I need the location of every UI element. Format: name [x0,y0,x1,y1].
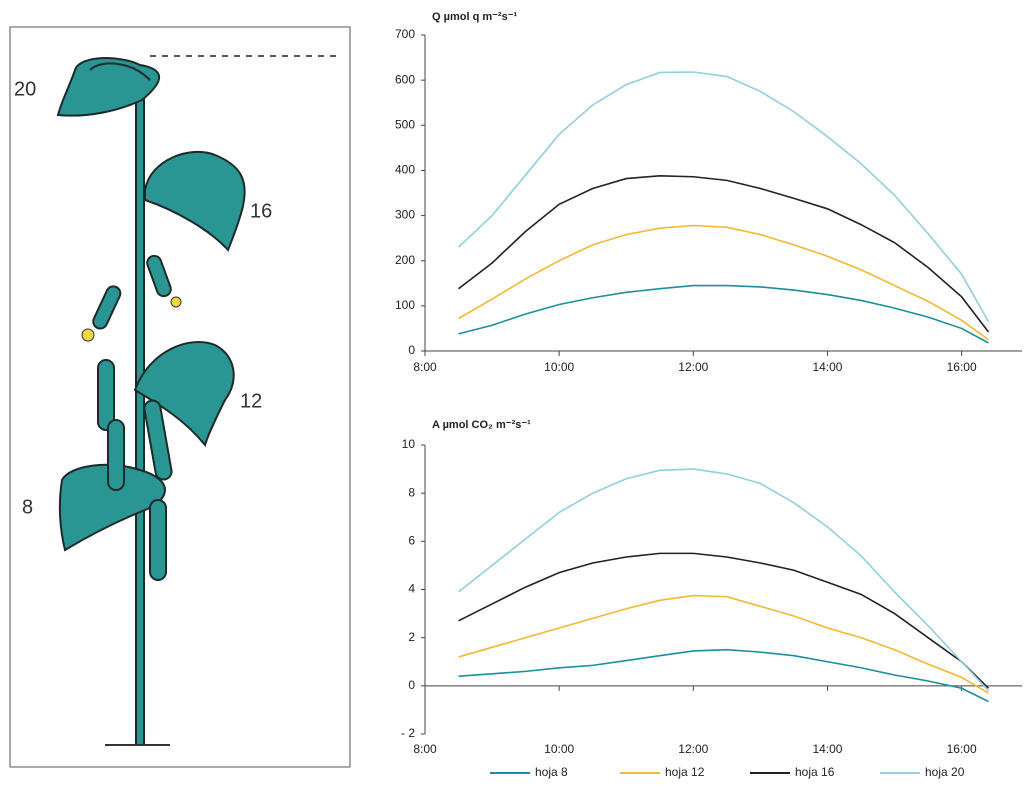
leaf-label: 8 [22,496,33,518]
y-tick-label: 700 [395,27,415,41]
fruit [92,285,122,330]
leaf [58,463,166,552]
y-tick-label: 400 [395,163,415,177]
x-tick-label: 12:00 [678,360,708,374]
leaf [144,150,246,252]
y-tick-label: 10 [402,437,416,451]
plant-illustration: 20 16 12 8 [9,26,351,768]
fruit [143,399,173,481]
chart-title: A µmol CO₂ m⁻²s⁻¹ [432,419,531,431]
leaf-vein [89,62,151,81]
y-tick-label: 500 [395,117,415,131]
leaf-label: 20 [14,78,36,100]
x-tick-label: 10:00 [544,360,574,374]
legend-label: hoja 8 [535,765,568,779]
legend-label: hoja 12 [665,765,705,779]
chart-title: Q µmol q m⁻²s⁻¹ [432,11,518,23]
y-tick-label: - 2 [401,726,415,740]
line-series [457,71,990,323]
fruit [97,359,115,431]
line-series [458,468,990,692]
y-tick-label: 600 [395,72,415,86]
y-tick-label: 300 [395,208,415,222]
leaf [133,341,235,448]
line-series [458,224,989,341]
y-tick-label: 6 [408,534,415,548]
legend-label: hoja 20 [925,765,965,779]
line-series [458,552,990,689]
x-tick-label: 14:00 [812,742,842,756]
y-tick-label: 100 [395,298,415,312]
x-tick-label: 12:00 [678,742,708,756]
x-tick-label: 10:00 [544,742,574,756]
line-series [458,594,989,694]
y-tick-label: 8 [408,485,415,499]
x-tick-label: 16:00 [947,360,977,374]
stem [135,99,145,746]
leaf-label: 16 [250,200,272,222]
x-tick-label: 14:00 [812,360,842,374]
x-tick-label: 8:00 [413,742,437,756]
leaf-label: 12 [240,390,262,412]
fruit [146,254,172,298]
flower [170,296,182,308]
y-tick-label: 200 [395,253,415,267]
fruit [149,499,167,581]
legend-label: hoja 16 [795,765,835,779]
y-tick-label: 0 [408,343,415,357]
y-tick-label: 2 [408,630,415,644]
x-tick-label: 16:00 [947,742,977,756]
line-series [458,648,989,703]
x-tick-label: 8:00 [413,360,437,374]
flower [81,328,95,342]
line-series [458,284,989,344]
line-series [458,175,990,333]
fruit [107,419,125,491]
y-tick-label: 0 [408,678,415,692]
y-tick-label: 4 [408,582,415,596]
